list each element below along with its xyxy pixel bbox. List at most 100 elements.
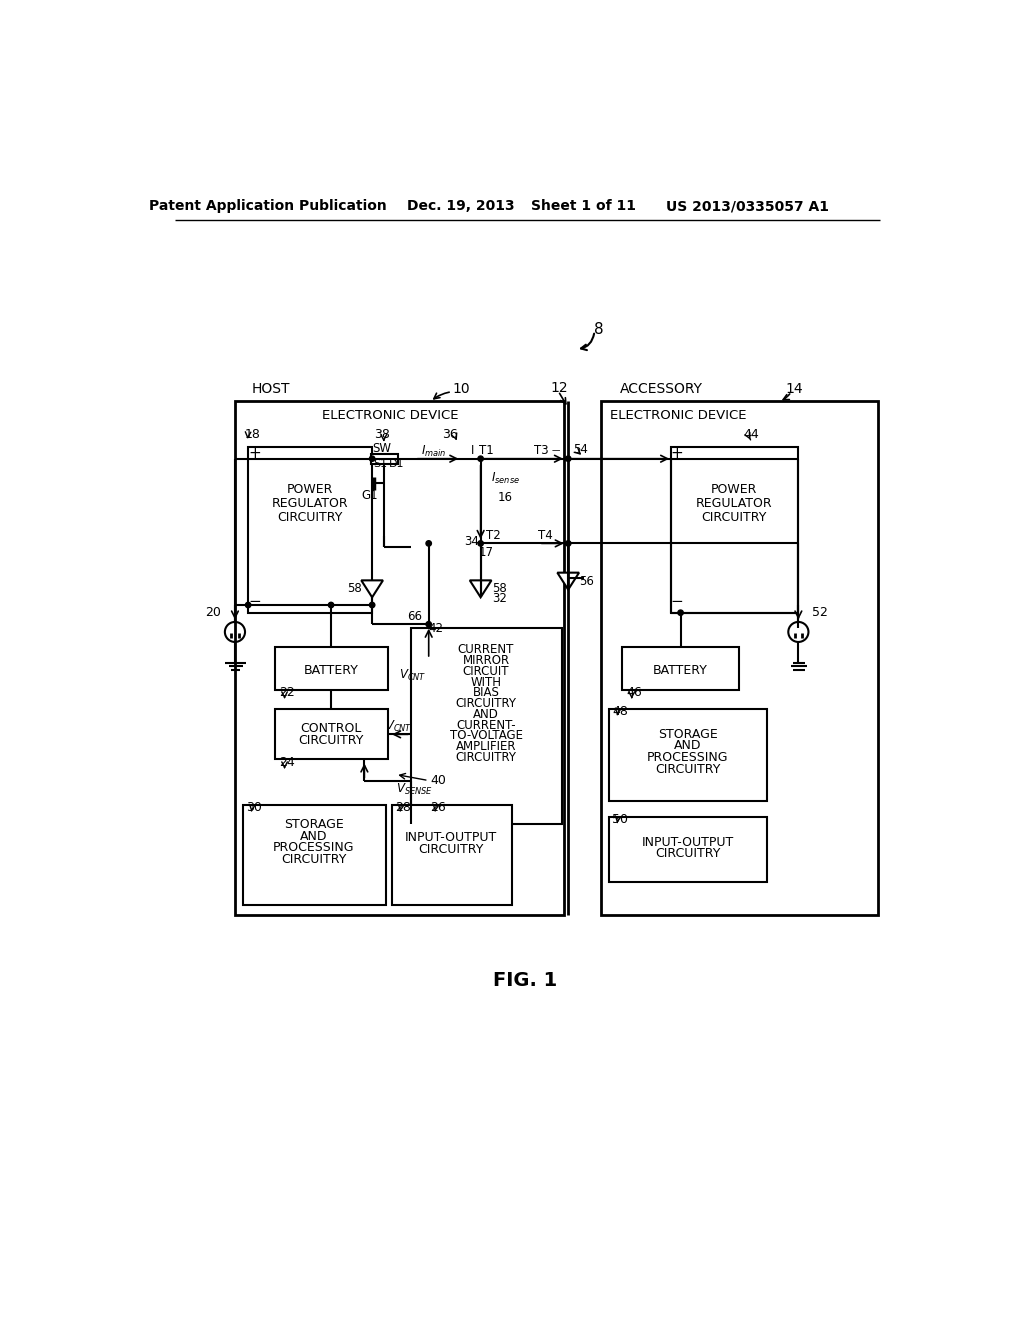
Text: 54: 54	[573, 444, 589, 455]
Text: 36: 36	[441, 428, 458, 441]
Text: G1: G1	[361, 490, 378, 502]
Text: Dec. 19, 2013: Dec. 19, 2013	[408, 199, 515, 213]
Text: 18: 18	[245, 428, 260, 441]
Circle shape	[426, 622, 431, 627]
Text: BATTERY: BATTERY	[303, 664, 358, 677]
Text: CIRCUITRY: CIRCUITRY	[419, 842, 484, 855]
Text: $I_{main}$: $I_{main}$	[422, 444, 446, 458]
Bar	[243, 805, 386, 906]
Text: BIAS: BIAS	[473, 686, 500, 700]
Text: 12: 12	[550, 381, 568, 395]
Text: CIRCUITRY: CIRCUITRY	[456, 751, 516, 764]
Text: D1: D1	[388, 459, 403, 469]
Text: 20: 20	[205, 606, 221, 619]
Text: T2: T2	[486, 529, 501, 543]
Text: $V_{SENSE}$: $V_{SENSE}$	[396, 783, 433, 797]
Text: 48: 48	[612, 705, 629, 718]
Circle shape	[478, 541, 483, 546]
Text: ELECTRONIC DEVICE: ELECTRONIC DEVICE	[322, 409, 459, 422]
Text: TO-VOLTAGE: TO-VOLTAGE	[450, 730, 522, 742]
Text: PROCESSING: PROCESSING	[273, 841, 354, 854]
Text: BATTERY: BATTERY	[653, 664, 708, 677]
Text: FIG. 1: FIG. 1	[493, 972, 557, 990]
Polygon shape	[557, 573, 579, 590]
Text: STORAGE: STORAGE	[284, 818, 344, 832]
Text: T1: T1	[478, 445, 494, 458]
Text: CIRCUITRY: CIRCUITRY	[701, 511, 767, 524]
Text: AMPLIFIER: AMPLIFIER	[456, 741, 516, 754]
Text: CONTROL: CONTROL	[300, 722, 361, 735]
Text: +: +	[248, 446, 261, 461]
Text: T4: T4	[538, 529, 553, 543]
Text: I: I	[471, 445, 474, 458]
Text: AND: AND	[300, 829, 328, 842]
Text: CIRCUITRY: CIRCUITRY	[456, 697, 516, 710]
Text: 30: 30	[247, 801, 262, 814]
Text: REGULATOR: REGULATOR	[695, 496, 772, 510]
Bar	[601, 401, 879, 915]
Text: 58: 58	[347, 582, 362, 594]
Text: WITH: WITH	[471, 676, 502, 689]
Text: 24: 24	[280, 755, 295, 768]
Bar	[371, 454, 397, 465]
Bar	[275, 709, 388, 759]
Text: 28: 28	[395, 801, 412, 814]
Text: Patent Application Publication: Patent Application Publication	[148, 199, 386, 213]
Text: REGULATOR: REGULATOR	[271, 496, 348, 510]
Circle shape	[370, 455, 375, 462]
Circle shape	[370, 602, 375, 607]
Circle shape	[678, 610, 683, 615]
Circle shape	[478, 455, 483, 462]
Text: 17: 17	[478, 546, 494, 560]
Text: 32: 32	[493, 593, 507, 606]
Polygon shape	[361, 581, 383, 598]
Text: 40: 40	[430, 774, 446, 787]
Text: STORAGE: STORAGE	[657, 727, 718, 741]
Circle shape	[565, 541, 571, 546]
Text: S1: S1	[373, 459, 387, 469]
Text: CIRCUITRY: CIRCUITRY	[278, 511, 343, 524]
Text: 52: 52	[812, 606, 827, 619]
Text: POWER: POWER	[711, 483, 757, 496]
Text: US 2013/0335057 A1: US 2013/0335057 A1	[667, 199, 829, 213]
Bar	[234, 401, 564, 915]
Bar	[411, 628, 562, 825]
Bar	[248, 447, 372, 612]
Text: 66: 66	[408, 610, 423, 623]
Text: HOST: HOST	[252, 383, 291, 396]
Text: POWER: POWER	[287, 483, 334, 496]
Text: INPUT-OUTPUT: INPUT-OUTPUT	[406, 832, 498, 843]
Text: 34: 34	[464, 535, 479, 548]
Text: AND: AND	[473, 708, 499, 721]
Bar	[391, 805, 512, 906]
Text: 14: 14	[785, 381, 803, 396]
Text: PROCESSING: PROCESSING	[647, 751, 728, 764]
Text: SW: SW	[373, 442, 392, 455]
Bar	[275, 647, 388, 689]
Text: CIRCUITRY: CIRCUITRY	[655, 847, 720, 861]
Text: CIRCUIT: CIRCUIT	[463, 665, 509, 677]
Text: 8: 8	[594, 322, 604, 337]
Text: 44: 44	[743, 428, 759, 441]
Text: 10: 10	[452, 381, 470, 396]
Text: ACCESSORY: ACCESSORY	[621, 383, 703, 396]
Text: −: −	[248, 594, 261, 609]
Bar	[608, 709, 767, 801]
Text: —: —	[552, 446, 560, 455]
Text: CIRCUITRY: CIRCUITRY	[655, 763, 720, 776]
Text: 38: 38	[375, 428, 390, 441]
Text: 50: 50	[612, 813, 629, 825]
Polygon shape	[470, 581, 492, 598]
Bar	[608, 817, 767, 882]
Text: CIRCUITRY: CIRCUITRY	[282, 853, 347, 866]
Circle shape	[565, 455, 571, 462]
Text: 56: 56	[579, 576, 594, 589]
Text: −: −	[671, 594, 683, 609]
Text: T3: T3	[534, 445, 549, 458]
Circle shape	[246, 602, 251, 607]
Text: MIRROR: MIRROR	[463, 653, 510, 667]
Bar	[671, 447, 799, 612]
Text: CURRENT: CURRENT	[458, 643, 514, 656]
Circle shape	[329, 602, 334, 607]
Text: INPUT-OUTPUT: INPUT-OUTPUT	[641, 836, 733, 849]
